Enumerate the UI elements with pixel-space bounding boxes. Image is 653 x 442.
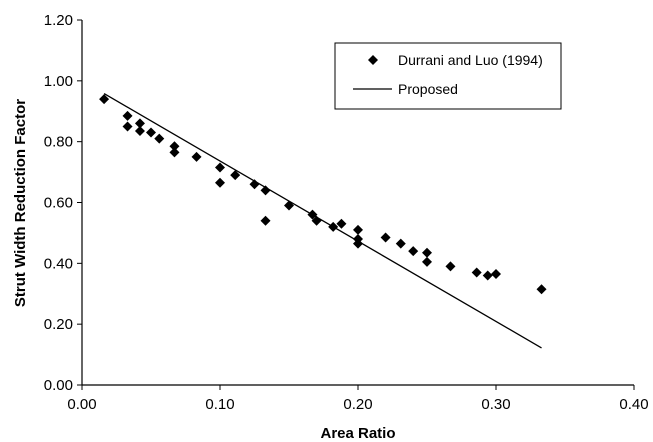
data-point — [491, 268, 501, 279]
x-ticks: 0.00 0.10 0.20 0.30 0.40 — [67, 385, 649, 413]
y-tick-label: 0.00 — [44, 377, 73, 394]
y-tick-label: 0.80 — [44, 134, 73, 151]
data-point — [169, 147, 180, 158]
y-tick-label: 1.20 — [44, 12, 73, 29]
legend: Durrani and Luo (1994) Proposed — [334, 42, 562, 110]
x-tick-label: 0.20 — [343, 396, 372, 413]
legend-box — [334, 42, 562, 110]
series-layer — [99, 93, 547, 349]
data-point — [284, 200, 294, 211]
data-point — [122, 121, 133, 132]
data-point — [215, 162, 225, 173]
data-point — [336, 218, 347, 229]
legend-diamond-icon — [368, 55, 378, 65]
data-point — [353, 224, 363, 235]
data-point — [353, 238, 363, 249]
y-tick-label: 1.00 — [44, 73, 73, 90]
x-tick-label: 0.30 — [481, 396, 510, 413]
data-point — [215, 177, 225, 188]
proposed-line — [103, 93, 542, 349]
x-axis-title: Area Ratio — [320, 425, 395, 442]
data-point — [408, 246, 419, 257]
data-point — [445, 261, 456, 272]
data-point — [536, 284, 547, 295]
data-point — [230, 170, 241, 181]
data-point — [260, 185, 271, 196]
data-point — [134, 118, 145, 129]
data-point — [169, 141, 180, 152]
data-point — [122, 110, 133, 121]
data-point — [134, 126, 145, 137]
data-point — [395, 238, 406, 249]
y-tick-label: 0.40 — [44, 255, 73, 272]
x-tick-label: 0.10 — [205, 396, 234, 413]
y-axis-title: Strut Width Reduction Factor — [12, 99, 29, 307]
plot-area: 0.00 0.10 0.20 0.30 0.40 0.00 0.20 0.40 0.60 0.8… — [44, 12, 649, 413]
data-point — [260, 215, 271, 226]
x-tick-label: 0.40 — [619, 396, 648, 413]
x-tick-label: 0.00 — [67, 396, 96, 413]
data-point — [154, 133, 165, 144]
data-point — [146, 127, 156, 138]
data-point — [380, 232, 391, 243]
data-point — [99, 94, 110, 105]
data-point — [471, 267, 482, 278]
y-tick-label: 0.20 — [44, 316, 73, 333]
data-point — [422, 247, 432, 258]
data-point — [191, 151, 202, 162]
legend-label-proposed: Proposed — [398, 81, 458, 97]
y-tick-label: 0.60 — [44, 195, 73, 212]
legend-label-durrani: Durrani and Luo (1994) — [398, 52, 543, 68]
data-point — [482, 270, 493, 281]
y-ticks: 0.00 0.20 0.40 0.60 0.80 1.00 1.20 — [44, 12, 82, 394]
data-point — [422, 256, 432, 267]
